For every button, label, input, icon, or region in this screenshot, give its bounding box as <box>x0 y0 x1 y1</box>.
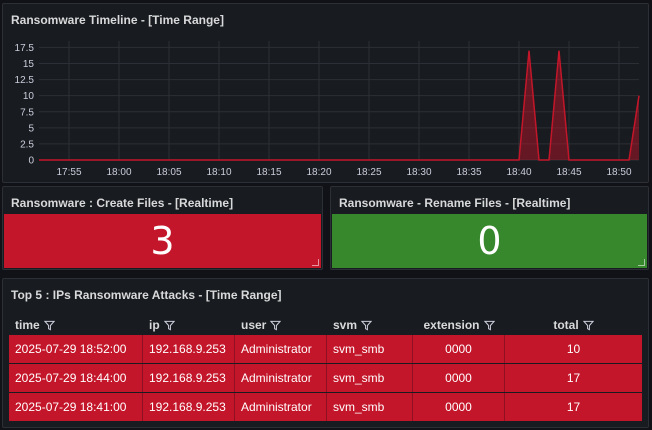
column-header-svm[interactable]: svm <box>327 313 413 337</box>
cell-extension: 0000 <box>413 335 505 363</box>
y-tick-label: 7.5 <box>20 107 34 118</box>
y-tick-label: 17.5 <box>15 43 35 54</box>
column-header-user[interactable]: user <box>235 313 327 337</box>
rename-files-title[interactable]: Ransomware - Rename Files - [Realtime] <box>339 196 571 210</box>
cell-svm: svm_smb <box>327 335 413 363</box>
x-tick-label: 17:55 <box>56 167 81 178</box>
cell-ip: 192.168.9.253 <box>143 393 235 421</box>
filter-icon[interactable] <box>361 320 373 331</box>
create-files-title[interactable]: Ransomware : Create Files - [Realtime] <box>11 196 234 210</box>
filter-icon[interactable] <box>270 320 282 331</box>
x-tick-label: 18:15 <box>256 167 281 178</box>
resize-handle-icon[interactable] <box>638 259 645 266</box>
table-body: 2025-07-29 18:52:00 192.168.9.253 Admini… <box>9 335 642 422</box>
resize-handle-icon[interactable] <box>312 259 319 266</box>
cell-extension: 0000 <box>413 393 505 421</box>
cell-total: 10 <box>566 342 581 356</box>
x-tick-label: 18:20 <box>306 167 331 178</box>
cell-time: 2025-07-29 18:41:00 <box>9 393 143 421</box>
x-tick-label: 18:35 <box>456 167 481 178</box>
x-tick-label: 18:00 <box>106 167 131 178</box>
filter-icon[interactable] <box>582 320 594 331</box>
x-tick-label: 18:25 <box>356 167 381 178</box>
attacks-table-title[interactable]: Top 5 : IPs Ransomware Attacks - [Time R… <box>11 288 282 302</box>
x-tick-label: 18:45 <box>556 167 581 178</box>
timeline-panel: Ransomware Timeline - [Time Range] 0 2.5 5… <box>2 3 649 183</box>
cell-ip: 192.168.9.253 <box>143 335 235 363</box>
cell-ip: 192.168.9.253 <box>143 364 235 392</box>
cell-user: Administrator <box>235 393 327 421</box>
column-header-extension[interactable]: extension <box>413 313 505 337</box>
column-header-time[interactable]: time <box>9 313 143 337</box>
attacks-table-panel: Top 5 : IPs Ransomware Attacks - [Time R… <box>2 278 649 428</box>
x-tick-label: 18:10 <box>206 167 231 178</box>
create-files-value-box: 3 <box>4 214 321 268</box>
series-line <box>39 50 640 161</box>
y-tick-label: 2.5 <box>20 139 34 150</box>
y-tick-label: 5 <box>28 123 34 134</box>
cell-svm: svm_smb <box>327 364 413 392</box>
column-header-total[interactable]: total <box>505 313 642 337</box>
create-files-value: 3 <box>150 219 175 263</box>
cell-total: 17 <box>566 371 581 385</box>
rename-files-value-box: 0 <box>332 214 647 268</box>
y-tick-label: 10 <box>23 91 35 102</box>
rename-files-value: 0 <box>477 219 502 263</box>
cell-extension: 0000 <box>413 364 505 392</box>
y-tick-label: 12.5 <box>15 75 35 86</box>
create-files-panel: Ransomware : Create Files - [Realtime] 3 <box>2 186 323 270</box>
filter-icon[interactable] <box>163 320 175 331</box>
table-row[interactable]: 2025-07-29 18:44:00 192.168.9.253 Admini… <box>9 364 642 393</box>
x-tick-label: 18:50 <box>606 167 631 178</box>
timeline-title[interactable]: Ransomware Timeline - [Time Range] <box>11 13 224 27</box>
cell-total: 17 <box>566 400 581 414</box>
table-row[interactable]: 2025-07-29 18:52:00 192.168.9.253 Admini… <box>9 335 642 364</box>
filter-icon[interactable] <box>483 320 495 331</box>
cell-svm: svm_smb <box>327 393 413 421</box>
x-tick-label: 18:40 <box>506 167 531 178</box>
cell-time: 2025-07-29 18:44:00 <box>9 364 143 392</box>
x-tick-label: 18:30 <box>406 167 431 178</box>
x-tick-label: 18:05 <box>156 167 181 178</box>
y-tick-label: 15 <box>23 59 35 70</box>
y-tick-label: 0 <box>28 156 34 167</box>
rename-files-panel: Ransomware - Rename Files - [Realtime] 0 <box>330 186 649 270</box>
cell-user: Administrator <box>235 335 327 363</box>
table-row[interactable]: 2025-07-29 18:41:00 192.168.9.253 Admini… <box>9 393 642 422</box>
timeline-chart[interactable]: 0 2.5 5 7.5 10 12.5 15 17.5 17:55 18:00 18:05 18:10… <box>3 4 649 183</box>
cell-user: Administrator <box>235 364 327 392</box>
column-header-ip[interactable]: ip <box>143 313 235 337</box>
cell-time: 2025-07-29 18:52:00 <box>9 335 143 363</box>
table-header: time ip user svm extension total <box>9 313 642 337</box>
filter-icon[interactable] <box>43 320 55 331</box>
